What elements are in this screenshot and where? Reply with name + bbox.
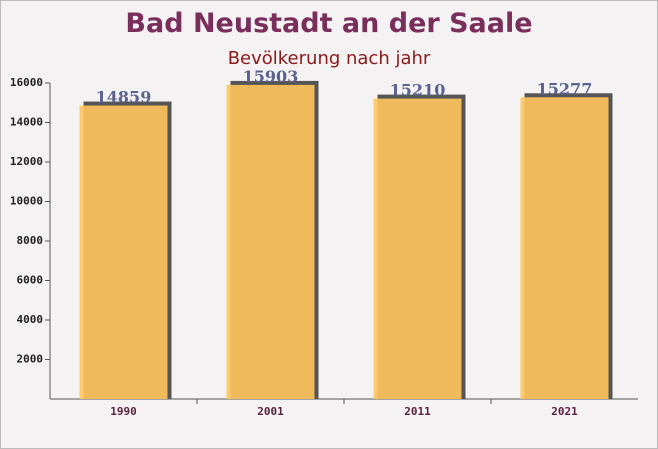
x-tick-label: 1990: [110, 405, 137, 418]
value-label: 15903: [243, 67, 299, 86]
y-tick-label: 10000: [10, 195, 43, 208]
y-tick-label: 4000: [17, 313, 44, 326]
y-tick-label: 6000: [17, 274, 44, 287]
x-tick-label: 2021: [551, 405, 578, 418]
value-label: 14859: [96, 88, 152, 107]
chart-subtitle: Bevölkerung nach jahr: [228, 48, 431, 69]
bar: [373, 98, 462, 399]
y-tick-label: 12000: [10, 155, 43, 168]
value-label: 15277: [537, 79, 593, 98]
chart-title: Bad Neustadt an der Saale: [125, 8, 532, 39]
x-tick-label: 2001: [257, 405, 284, 418]
value-label: 15210: [390, 81, 446, 100]
bar: [520, 97, 609, 400]
y-tick-label: 2000: [17, 353, 44, 366]
y-tick-label: 14000: [10, 116, 43, 129]
x-tick-label: 2011: [404, 405, 431, 418]
bar: [226, 84, 315, 400]
y-tick-label: 16000: [10, 76, 43, 89]
y-tick-label: 8000: [17, 234, 44, 247]
bar: [79, 105, 168, 399]
